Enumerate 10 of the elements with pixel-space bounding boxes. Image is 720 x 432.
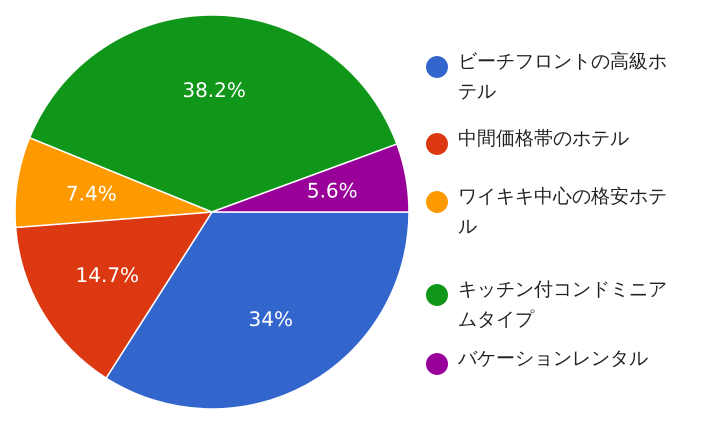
data-label: 34% xyxy=(248,307,293,332)
data-label: 14.7% xyxy=(76,262,140,287)
data-label: 38.2% xyxy=(182,78,246,102)
data-label: 7.4% xyxy=(66,181,117,206)
legend-label: バケーションレンタル xyxy=(457,348,648,370)
legend-label: 中間価格帯のホテル xyxy=(458,128,629,150)
legend-label: ワイキキ中心の格安ホテル xyxy=(458,186,667,238)
legend-label: ビーチフロントの高級ホテル xyxy=(458,50,667,103)
legend-label: キッチン付コンドミニアムタイプ xyxy=(458,278,667,331)
data-label: 5.6% xyxy=(306,178,358,203)
